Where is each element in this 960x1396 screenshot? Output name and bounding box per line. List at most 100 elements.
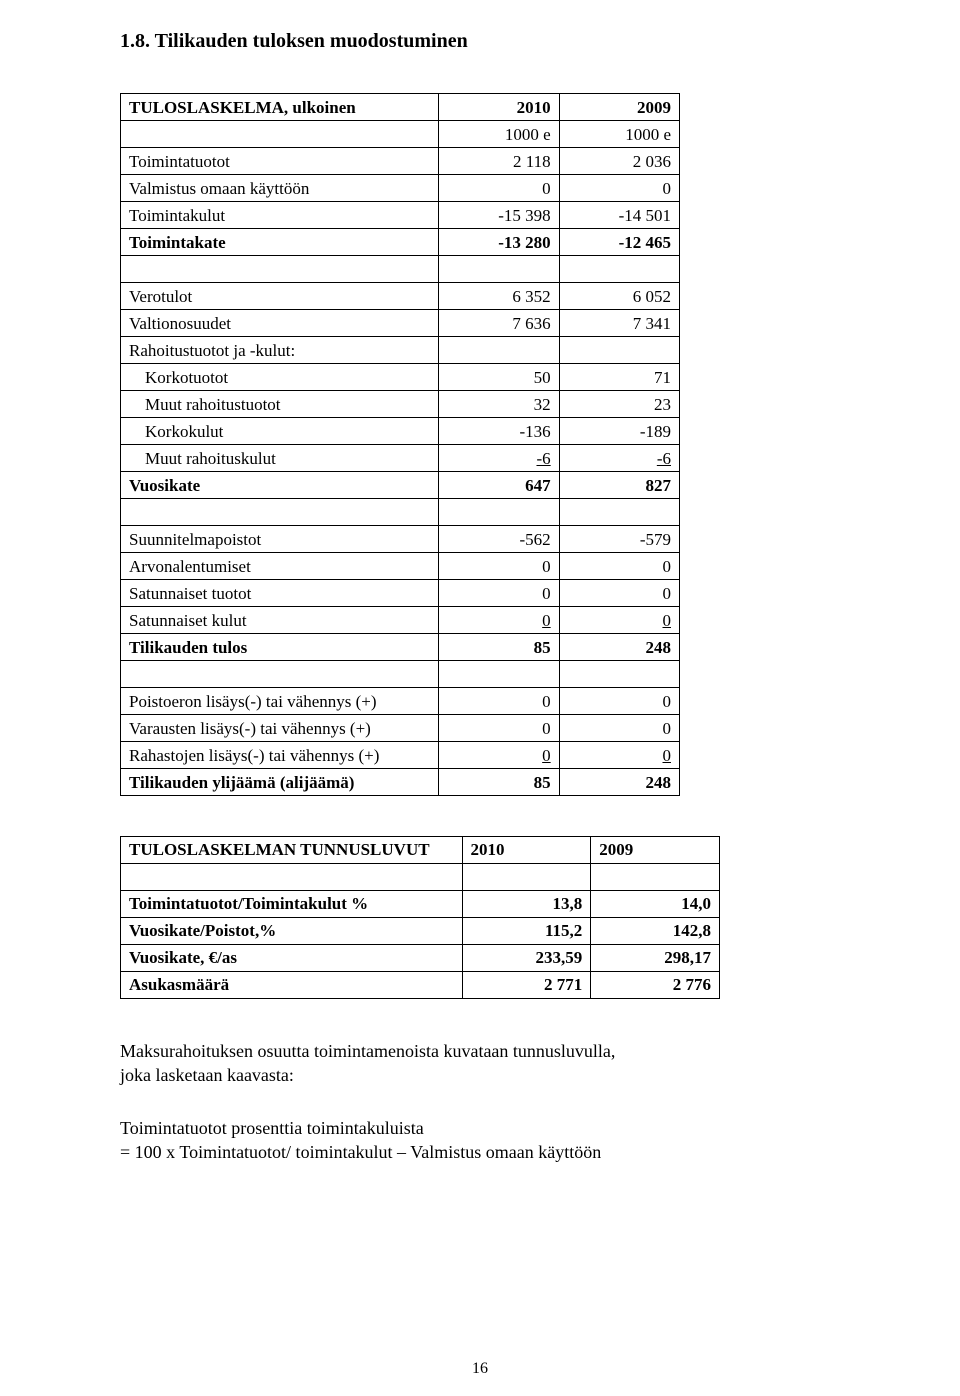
toimintakate-label: Toimintakate — [121, 229, 439, 256]
table1-g2-label: Muut rahoituskulut — [121, 445, 439, 472]
empty-cell — [559, 661, 679, 688]
table1-g3-label: Satunnaiset kulut — [121, 607, 439, 634]
tilikauden-tulos-label: Tilikauden tulos — [121, 634, 439, 661]
toimintakate-v2: -12 465 — [559, 229, 679, 256]
table1-g3-v2: 0 — [559, 580, 679, 607]
empty-cell — [439, 499, 559, 526]
table1-g2-v2 — [559, 337, 679, 364]
empty-cell — [591, 864, 720, 891]
ratio-v2: 142,8 — [591, 918, 720, 945]
table1-g4-v1: 0 — [439, 742, 559, 769]
table1-row-v2: 0 — [559, 175, 679, 202]
ratios-header-y1: 2010 — [462, 837, 591, 864]
table1-row-v1: -15 398 — [439, 202, 559, 229]
para-2b: = 100 x Toimintatuotot/ toimintakulut – … — [120, 1142, 601, 1162]
empty-cell — [439, 256, 559, 283]
table1-g2-v2: 7 341 — [559, 310, 679, 337]
ratio-label: Asukasmäärä — [121, 972, 463, 999]
ratio-v2: 298,17 — [591, 945, 720, 972]
ratio-label: Vuosikate, €/as — [121, 945, 463, 972]
table1-g4-v2: 0 — [559, 715, 679, 742]
empty-cell — [462, 864, 591, 891]
table1-g3-v2: 0 — [559, 607, 679, 634]
table1-row-label: Valmistus omaan käyttöön — [121, 175, 439, 202]
ratio-v2: 14,0 — [591, 891, 720, 918]
table1-g2-v1 — [439, 337, 559, 364]
vuosikate-v1: 647 — [439, 472, 559, 499]
table1-g2-v1: 7 636 — [439, 310, 559, 337]
table1-g2-label: Rahoitustuotot ja -kulut: — [121, 337, 439, 364]
table1-g4-v2: 0 — [559, 688, 679, 715]
page-number: 16 — [0, 1360, 960, 1378]
paragraph-1: Maksurahoituksen osuutta toimintamenoist… — [120, 1039, 740, 1088]
table1-g2-v1: 6 352 — [439, 283, 559, 310]
table1-header-y1: 2010 — [439, 94, 559, 121]
empty-cell — [121, 864, 463, 891]
table1-g2-v1: 50 — [439, 364, 559, 391]
table1-g3-label: Satunnaiset tuotot — [121, 580, 439, 607]
empty-cell — [559, 499, 679, 526]
tilikauden-tulos-v2: 248 — [559, 634, 679, 661]
empty-cell — [439, 661, 559, 688]
table1-g3-label: Suunnitelmapoistot — [121, 526, 439, 553]
ratio-label: Toimintatuotot/Toimintakulut % — [121, 891, 463, 918]
table1-g2-label: Korkotuotot — [121, 364, 439, 391]
table1-header-title: TULOSLASKELMA, ulkoinen — [121, 94, 439, 121]
vuosikate-label: Vuosikate — [121, 472, 439, 499]
table1-g2-v1: -136 — [439, 418, 559, 445]
table1-row-label: Toimintakulut — [121, 202, 439, 229]
ratio-v1: 13,8 — [462, 891, 591, 918]
table1-g3-v2: 0 — [559, 553, 679, 580]
paragraph-2: Toimintatuotot prosenttia toimintakuluis… — [120, 1116, 740, 1165]
table1-g4-v1: 0 — [439, 688, 559, 715]
ylijaama-label: Tilikauden ylijäämä (alijäämä) — [121, 769, 439, 796]
table1-g4-label: Poistoeron lisäys(-) tai vähennys (+) — [121, 688, 439, 715]
table1-g2-label: Korkokulut — [121, 418, 439, 445]
income-statement-table: TULOSLASKELMA, ulkoinen 2010 2009 1000 e… — [120, 93, 680, 796]
tilikauden-tulos-v1: 85 — [439, 634, 559, 661]
table1-g4-v2: 0 — [559, 742, 679, 769]
para-1b: joka lasketaan kaavasta: — [120, 1065, 294, 1085]
table1-g2-v2: 6 052 — [559, 283, 679, 310]
vuosikate-v2: 827 — [559, 472, 679, 499]
table1-g2-v1: 32 — [439, 391, 559, 418]
table1-g2-v2: 23 — [559, 391, 679, 418]
table1-row-v1: 2 118 — [439, 148, 559, 175]
ratio-v2: 2 776 — [591, 972, 720, 999]
table1-g3-v1: -562 — [439, 526, 559, 553]
table1-g2-label: Muut rahoitustuotot — [121, 391, 439, 418]
ylijaama-v1: 85 — [439, 769, 559, 796]
empty-cell — [121, 499, 439, 526]
table1-g3-v2: -579 — [559, 526, 679, 553]
table1-g3-v1: 0 — [439, 580, 559, 607]
ratios-header-title: TULOSLASKELMAN TUNNUSLUVUT — [121, 837, 463, 864]
table1-units-u2: 1000 e — [559, 121, 679, 148]
table1-g4-label: Rahastojen lisäys(-) tai vähennys (+) — [121, 742, 439, 769]
table1-g2-label: Valtionosuudet — [121, 310, 439, 337]
ratio-label: Vuosikate/Poistot,% — [121, 918, 463, 945]
table1-units-label — [121, 121, 439, 148]
table1-row-label: Toimintatuotot — [121, 148, 439, 175]
ratio-v1: 233,59 — [462, 945, 591, 972]
table1-units-u1: 1000 e — [439, 121, 559, 148]
table1-g3-v1: 0 — [439, 553, 559, 580]
ylijaama-v2: 248 — [559, 769, 679, 796]
section-title: 1.8. Tilikauden tuloksen muodostuminen — [120, 30, 860, 53]
table1-g2-v2: -6 — [559, 445, 679, 472]
table1-row-v2: 2 036 — [559, 148, 679, 175]
para-1a: Maksurahoituksen osuutta toimintamenoist… — [120, 1041, 615, 1061]
table1-g4-label: Varausten lisäys(-) tai vähennys (+) — [121, 715, 439, 742]
empty-cell — [121, 256, 439, 283]
empty-cell — [121, 661, 439, 688]
ratio-v1: 115,2 — [462, 918, 591, 945]
para-2a: Toimintatuotot prosenttia toimintakuluis… — [120, 1118, 424, 1138]
table1-g3-v1: 0 — [439, 607, 559, 634]
table1-g2-v2: 71 — [559, 364, 679, 391]
table1-row-v1: 0 — [439, 175, 559, 202]
table1-header-y2: 2009 — [559, 94, 679, 121]
ratios-header-y2: 2009 — [591, 837, 720, 864]
table1-g2-v2: -189 — [559, 418, 679, 445]
table1-g2-v1: -6 — [439, 445, 559, 472]
ratio-v1: 2 771 — [462, 972, 591, 999]
table1-g2-label: Verotulot — [121, 283, 439, 310]
